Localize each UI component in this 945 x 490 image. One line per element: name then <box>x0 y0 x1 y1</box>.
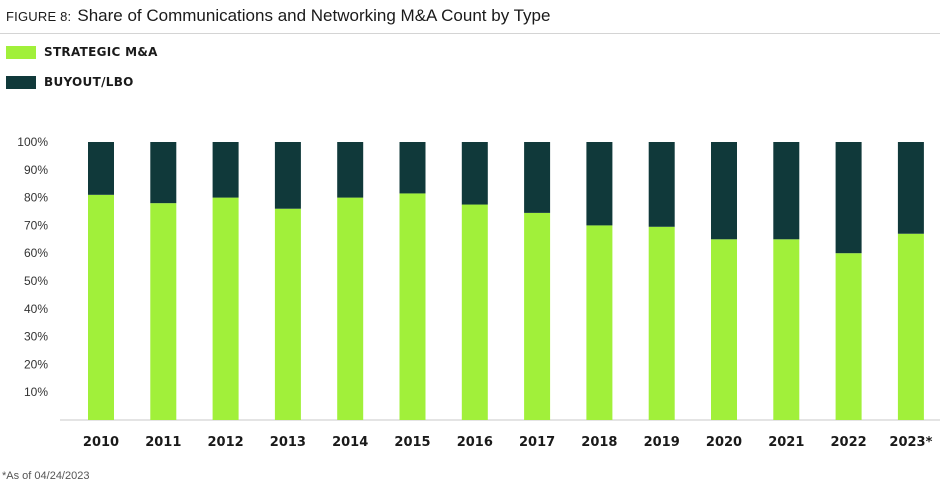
y-tick-label: 50% <box>24 274 48 288</box>
bar-strategic <box>711 239 737 420</box>
x-tick-label: 2019 <box>644 435 680 450</box>
x-tick-label: 2022 <box>831 435 867 450</box>
x-tick-label: 2018 <box>581 435 617 450</box>
bar-buyout <box>337 142 364 198</box>
legend-swatch-strategic <box>6 45 36 59</box>
y-tick-label: 60% <box>24 246 48 260</box>
bar-strategic <box>835 253 862 420</box>
bar-buyout <box>648 142 675 227</box>
y-tick-label: 30% <box>24 330 48 344</box>
bar-strategic <box>586 225 613 420</box>
x-tick-label: 2014 <box>332 435 368 450</box>
x-tick-label: 2020 <box>706 435 742 450</box>
figure-label: FIGURE 8: <box>6 9 72 24</box>
figure-header: FIGURE 8: Share of Communications and Net… <box>6 6 550 26</box>
bar-strategic <box>648 226 675 420</box>
legend-swatch-buyout <box>6 75 36 89</box>
y-tick-label: 100% <box>17 135 48 149</box>
bar-buyout <box>212 142 239 198</box>
bar-buyout <box>150 142 177 204</box>
bar-strategic <box>399 193 426 420</box>
y-tick-label: 40% <box>24 302 48 316</box>
header-divider <box>0 33 940 34</box>
x-tick-label: 2017 <box>519 435 555 450</box>
x-tick-label: 2012 <box>208 435 244 450</box>
bar-buyout <box>711 142 737 240</box>
legend-item-buyout: BUYOUT/LBO <box>6 74 134 90</box>
bar-buyout <box>897 142 924 234</box>
bar-strategic <box>461 204 488 420</box>
bar-buyout <box>586 142 613 226</box>
bar-buyout <box>399 142 426 194</box>
bar-buyout <box>461 142 488 205</box>
y-tick-label: 70% <box>24 218 48 232</box>
bar-strategic <box>773 239 800 420</box>
bar-buyout <box>524 142 551 213</box>
x-tick-label: 2013 <box>270 435 306 450</box>
legend-label-strategic: STRATEGIC M&A <box>44 45 158 59</box>
legend-item-strategic: STRATEGIC M&A <box>6 44 158 60</box>
x-tick-label: 2015 <box>394 435 430 450</box>
y-tick-label: 20% <box>24 357 48 371</box>
bar-strategic <box>897 233 924 420</box>
bar-strategic <box>274 208 301 420</box>
y-tick-label: 80% <box>24 191 48 205</box>
bar-strategic <box>88 194 114 420</box>
x-tick-label: 2016 <box>457 435 493 450</box>
x-tick-label: 2021 <box>768 435 804 450</box>
bar-strategic <box>212 197 239 420</box>
bar-strategic <box>150 203 177 420</box>
chart-title: Share of Communications and Networking M… <box>77 6 551 25</box>
bar-buyout <box>274 142 301 209</box>
bar-strategic <box>524 212 551 420</box>
footnote: *As of 04/24/2023 <box>2 470 90 482</box>
y-tick-label: 10% <box>24 385 48 399</box>
bar-buyout <box>835 142 862 254</box>
y-tick-label: 90% <box>24 163 48 177</box>
x-tick-label: 2011 <box>145 435 181 450</box>
legend-label-buyout: BUYOUT/LBO <box>44 75 134 89</box>
bar-buyout <box>88 142 114 195</box>
bar-strategic <box>337 197 364 420</box>
x-tick-label: 2023* <box>889 435 932 450</box>
bar-buyout <box>773 142 800 240</box>
x-tick-label: 2010 <box>83 435 119 450</box>
